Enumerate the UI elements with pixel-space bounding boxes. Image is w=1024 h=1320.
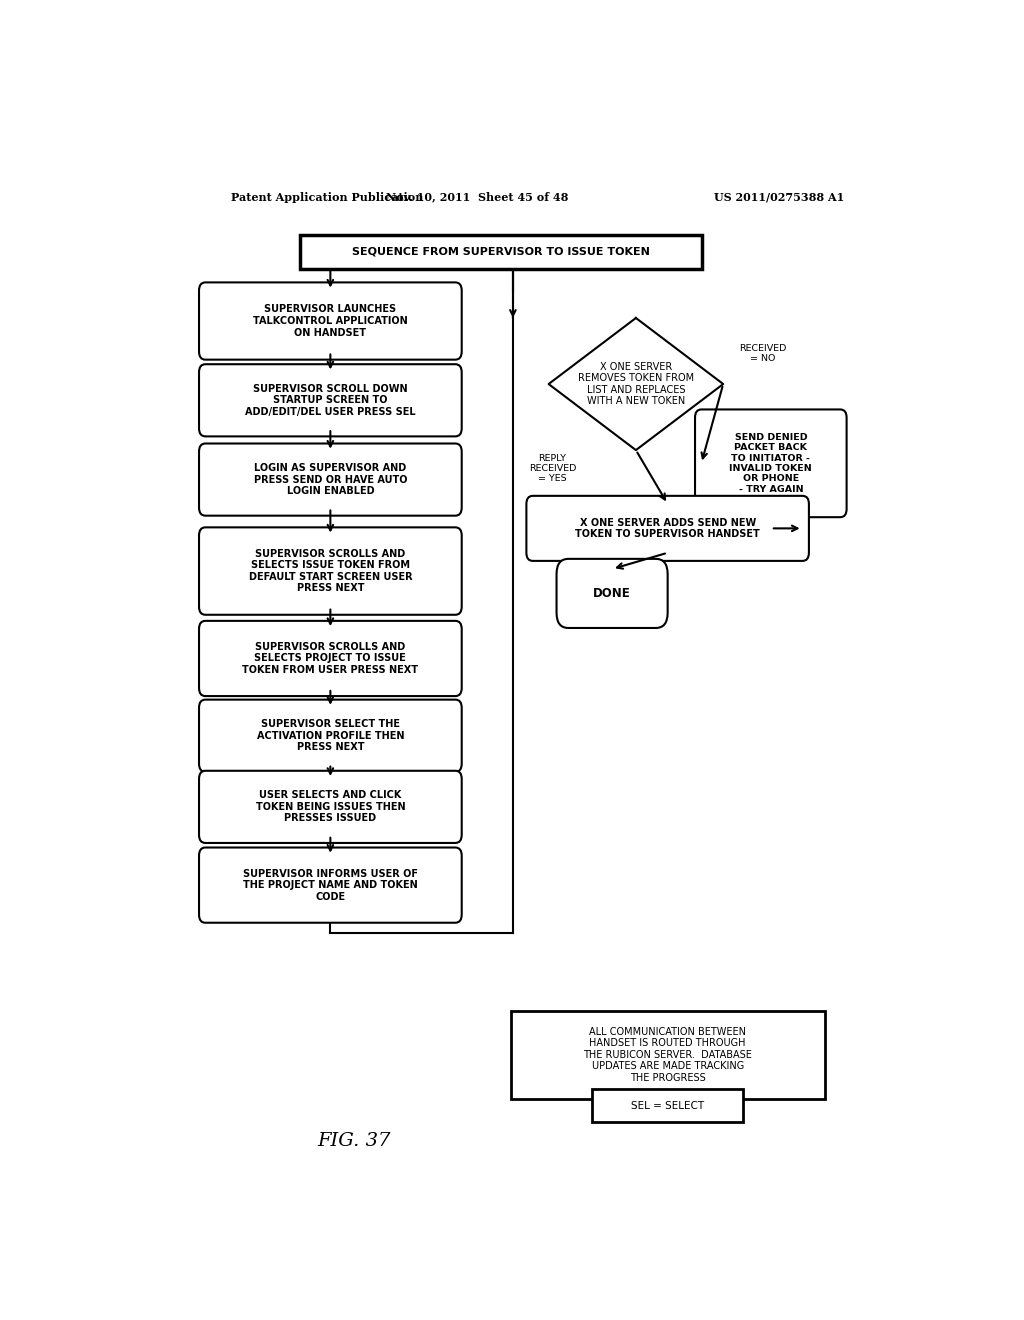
- Text: US 2011/0275388 A1: US 2011/0275388 A1: [714, 191, 844, 202]
- FancyBboxPatch shape: [199, 444, 462, 516]
- FancyBboxPatch shape: [199, 847, 462, 923]
- Text: LOGIN AS SUPERVISOR AND
PRESS SEND OR HAVE AUTO
LOGIN ENABLED: LOGIN AS SUPERVISOR AND PRESS SEND OR HA…: [254, 463, 408, 496]
- Text: SUPERVISOR SCROLLS AND
SELECTS ISSUE TOKEN FROM
DEFAULT START SCREEN USER
PRESS : SUPERVISOR SCROLLS AND SELECTS ISSUE TOK…: [249, 549, 413, 594]
- FancyBboxPatch shape: [695, 409, 847, 517]
- FancyBboxPatch shape: [199, 700, 462, 772]
- FancyBboxPatch shape: [199, 620, 462, 696]
- Text: DONE: DONE: [593, 587, 631, 599]
- Text: SUPERVISOR SCROLL DOWN
STARTUP SCREEN TO
ADD/EDIT/DEL USER PRESS SEL: SUPERVISOR SCROLL DOWN STARTUP SCREEN TO…: [245, 384, 416, 417]
- FancyBboxPatch shape: [199, 771, 462, 843]
- Text: SEL = SELECT: SEL = SELECT: [631, 1101, 705, 1110]
- FancyBboxPatch shape: [511, 1011, 824, 1098]
- FancyBboxPatch shape: [592, 1089, 743, 1122]
- Text: FIG. 37: FIG. 37: [317, 1133, 391, 1150]
- Text: X ONE SERVER
REMOVES TOKEN FROM
LIST AND REPLACES
WITH A NEW TOKEN: X ONE SERVER REMOVES TOKEN FROM LIST AND…: [578, 362, 694, 407]
- Text: Patent Application Publication: Patent Application Publication: [231, 191, 424, 202]
- FancyBboxPatch shape: [199, 364, 462, 437]
- FancyBboxPatch shape: [556, 558, 668, 628]
- Polygon shape: [549, 318, 723, 450]
- FancyBboxPatch shape: [199, 528, 462, 615]
- Text: SEQUENCE FROM SUPERVISOR TO ISSUE TOKEN: SEQUENCE FROM SUPERVISOR TO ISSUE TOKEN: [352, 247, 650, 257]
- Text: RECEIVED
= NO: RECEIVED = NO: [739, 343, 786, 363]
- Text: SEND DENIED
PACKET BACK
TO INITIATOR -
INVALID TOKEN
OR PHONE
- TRY AGAIN: SEND DENIED PACKET BACK TO INITIATOR - I…: [729, 433, 812, 494]
- Text: Nov. 10, 2011  Sheet 45 of 48: Nov. 10, 2011 Sheet 45 of 48: [386, 191, 568, 202]
- Text: SUPERVISOR SELECT THE
ACTIVATION PROFILE THEN
PRESS NEXT: SUPERVISOR SELECT THE ACTIVATION PROFILE…: [257, 719, 404, 752]
- Text: SUPERVISOR LAUNCHES
TALKCONTROL APPLICATION
ON HANDSET: SUPERVISOR LAUNCHES TALKCONTROL APPLICAT…: [253, 305, 408, 338]
- FancyBboxPatch shape: [526, 496, 809, 561]
- Text: X ONE SERVER ADDS SEND NEW
TOKEN TO SUPERVISOR HANDSET: X ONE SERVER ADDS SEND NEW TOKEN TO SUPE…: [575, 517, 760, 539]
- Text: SUPERVISOR SCROLLS AND
SELECTS PROJECT TO ISSUE
TOKEN FROM USER PRESS NEXT: SUPERVISOR SCROLLS AND SELECTS PROJECT T…: [243, 642, 419, 675]
- FancyBboxPatch shape: [199, 282, 462, 359]
- Text: USER SELECTS AND CLICK
TOKEN BEING ISSUES THEN
PRESSES ISSUED: USER SELECTS AND CLICK TOKEN BEING ISSUE…: [256, 791, 406, 824]
- FancyBboxPatch shape: [300, 235, 701, 269]
- Text: ALL COMMUNICATION BETWEEN
HANDSET IS ROUTED THROUGH
THE RUBICON SERVER.  DATABAS: ALL COMMUNICATION BETWEEN HANDSET IS ROU…: [584, 1027, 752, 1084]
- Text: REPLY
RECEIVED
= YES: REPLY RECEIVED = YES: [528, 454, 577, 483]
- Text: SUPERVISOR INFORMS USER OF
THE PROJECT NAME AND TOKEN
CODE: SUPERVISOR INFORMS USER OF THE PROJECT N…: [243, 869, 418, 902]
